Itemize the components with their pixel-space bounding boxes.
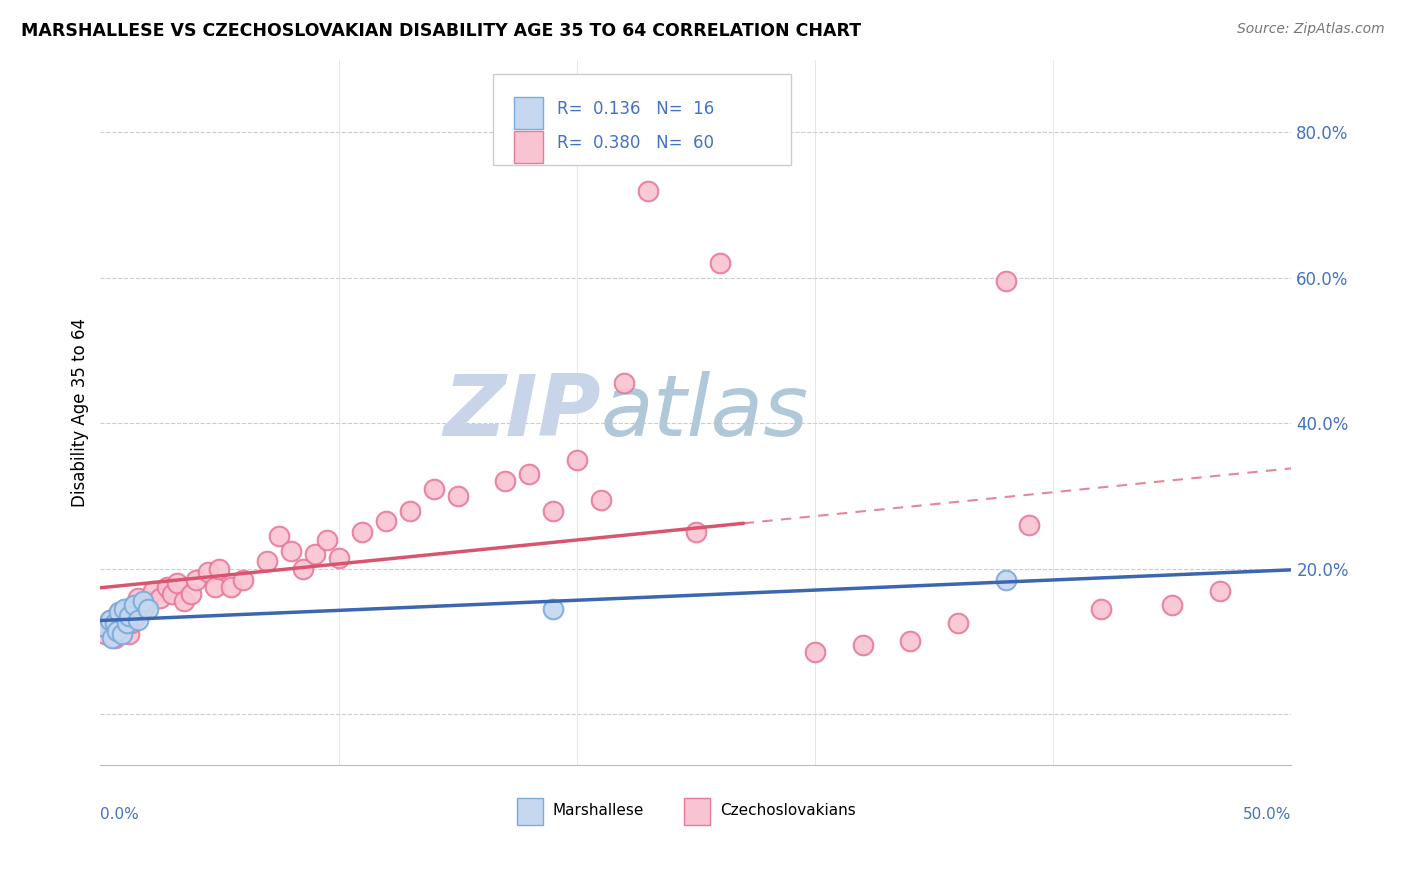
Point xyxy=(136,594,159,608)
Point xyxy=(267,529,290,543)
Point xyxy=(115,616,138,631)
Point xyxy=(709,256,731,270)
Point xyxy=(423,482,446,496)
Point xyxy=(111,627,134,641)
Point xyxy=(105,624,128,638)
Point xyxy=(1209,583,1232,598)
Point xyxy=(494,475,516,489)
Point xyxy=(112,609,135,624)
Text: MARSHALLESE VS CZECHOSLOVAKIAN DISABILITY AGE 35 TO 64 CORRELATION CHART: MARSHALLESE VS CZECHOSLOVAKIAN DISABILIT… xyxy=(21,22,862,40)
Text: ZIP: ZIP xyxy=(443,371,600,454)
Point xyxy=(122,598,145,612)
Point xyxy=(197,566,219,580)
Point xyxy=(108,606,131,620)
Text: R=  0.380   N=  60: R= 0.380 N= 60 xyxy=(557,135,714,153)
Point xyxy=(204,580,226,594)
Point xyxy=(122,598,145,612)
Text: 50.0%: 50.0% xyxy=(1243,807,1292,822)
Point xyxy=(96,620,118,634)
Point xyxy=(149,591,172,605)
Text: Marshallese: Marshallese xyxy=(553,804,644,819)
Text: atlas: atlas xyxy=(600,371,808,454)
Point xyxy=(946,616,969,631)
Point xyxy=(447,489,470,503)
Point xyxy=(1018,518,1040,533)
Point xyxy=(1090,601,1112,615)
Point xyxy=(994,573,1017,587)
Point xyxy=(94,620,117,634)
Point xyxy=(898,634,921,648)
Point xyxy=(98,613,121,627)
Bar xyxy=(513,97,544,128)
Point xyxy=(352,525,374,540)
Point xyxy=(208,562,231,576)
Point xyxy=(104,616,127,631)
Point xyxy=(104,631,127,645)
Point xyxy=(291,562,314,576)
Bar xyxy=(517,798,544,825)
Text: Source: ZipAtlas.com: Source: ZipAtlas.com xyxy=(1237,22,1385,37)
Point xyxy=(156,580,179,594)
Point xyxy=(565,452,588,467)
Point xyxy=(180,587,202,601)
Point xyxy=(256,554,278,568)
Point xyxy=(613,376,636,391)
Point xyxy=(852,638,875,652)
Point xyxy=(1161,598,1184,612)
Point xyxy=(108,606,131,620)
Point xyxy=(184,573,207,587)
Bar xyxy=(683,798,710,825)
Point xyxy=(304,547,326,561)
Point xyxy=(118,609,141,624)
Point xyxy=(166,576,188,591)
Point xyxy=(589,492,612,507)
Point xyxy=(221,580,243,594)
Point xyxy=(328,550,350,565)
Point xyxy=(125,609,148,624)
Point xyxy=(120,616,142,631)
Point xyxy=(315,533,337,547)
Point xyxy=(541,503,564,517)
Point xyxy=(98,613,121,627)
Point xyxy=(173,594,195,608)
Point xyxy=(136,601,159,615)
Point xyxy=(994,275,1017,289)
Point xyxy=(280,543,302,558)
Point xyxy=(127,591,149,605)
Text: R=  0.136   N=  16: R= 0.136 N= 16 xyxy=(557,101,714,119)
Point xyxy=(101,624,124,638)
Text: Czechoslovakians: Czechoslovakians xyxy=(720,804,855,819)
Point xyxy=(101,631,124,645)
Point xyxy=(685,525,707,540)
Point xyxy=(132,594,155,608)
Point xyxy=(232,573,254,587)
Point xyxy=(375,515,398,529)
Point xyxy=(399,503,422,517)
Point xyxy=(111,620,134,634)
Point xyxy=(160,587,183,601)
Point xyxy=(517,467,540,482)
Point xyxy=(105,616,128,631)
Point xyxy=(804,645,827,659)
Point xyxy=(94,627,117,641)
Point xyxy=(132,601,155,615)
Point xyxy=(142,583,165,598)
Point xyxy=(127,613,149,627)
Point xyxy=(541,601,564,615)
Point xyxy=(118,627,141,641)
Bar xyxy=(513,131,544,162)
FancyBboxPatch shape xyxy=(494,74,792,165)
Point xyxy=(637,184,659,198)
Point xyxy=(115,601,138,615)
Text: 0.0%: 0.0% xyxy=(100,807,139,822)
Y-axis label: Disability Age 35 to 64: Disability Age 35 to 64 xyxy=(72,318,89,507)
Point xyxy=(112,601,135,615)
